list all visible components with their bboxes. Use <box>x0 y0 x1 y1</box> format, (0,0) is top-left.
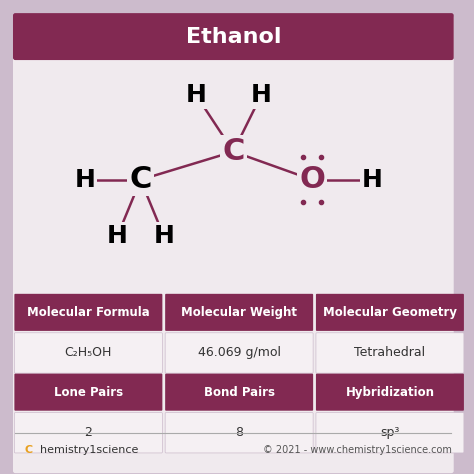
Text: © 2021 - www.chemistry1science.com: © 2021 - www.chemistry1science.com <box>263 445 451 455</box>
Text: O: O <box>299 165 325 194</box>
Text: Ethanol: Ethanol <box>186 27 281 46</box>
FancyBboxPatch shape <box>316 374 464 410</box>
FancyBboxPatch shape <box>316 333 464 373</box>
Text: H: H <box>153 224 174 248</box>
FancyBboxPatch shape <box>14 294 163 331</box>
FancyBboxPatch shape <box>165 412 313 453</box>
Text: 8: 8 <box>235 426 243 439</box>
Text: Hybridization: Hybridization <box>346 386 434 399</box>
Text: sp³: sp³ <box>380 426 400 439</box>
FancyBboxPatch shape <box>13 16 454 473</box>
Text: 2: 2 <box>84 426 92 439</box>
Text: Molecular Formula: Molecular Formula <box>27 306 150 319</box>
Text: H: H <box>362 168 383 192</box>
Text: H: H <box>107 224 128 248</box>
Text: Tetrahedral: Tetrahedral <box>355 346 426 359</box>
FancyBboxPatch shape <box>165 333 313 373</box>
FancyBboxPatch shape <box>165 294 313 331</box>
FancyBboxPatch shape <box>316 412 464 453</box>
Text: C₂H₅OH: C₂H₅OH <box>64 346 112 359</box>
Text: Bond Pairs: Bond Pairs <box>204 386 274 399</box>
FancyBboxPatch shape <box>14 333 163 373</box>
Text: Lone Pairs: Lone Pairs <box>54 386 123 399</box>
FancyBboxPatch shape <box>13 13 454 60</box>
Text: 46.069 g/mol: 46.069 g/mol <box>198 346 281 359</box>
FancyBboxPatch shape <box>14 374 163 410</box>
FancyBboxPatch shape <box>14 412 163 453</box>
Text: H: H <box>251 83 272 107</box>
Text: Molecular Geometry: Molecular Geometry <box>323 306 457 319</box>
Text: Molecular Weight: Molecular Weight <box>181 306 297 319</box>
Text: C: C <box>25 445 33 455</box>
Text: C: C <box>129 165 152 194</box>
Text: hemistry1science: hemistry1science <box>40 445 138 455</box>
Text: C: C <box>222 137 245 166</box>
FancyBboxPatch shape <box>316 294 464 331</box>
FancyBboxPatch shape <box>165 374 313 410</box>
Text: H: H <box>186 83 207 107</box>
Text: H: H <box>74 168 95 192</box>
